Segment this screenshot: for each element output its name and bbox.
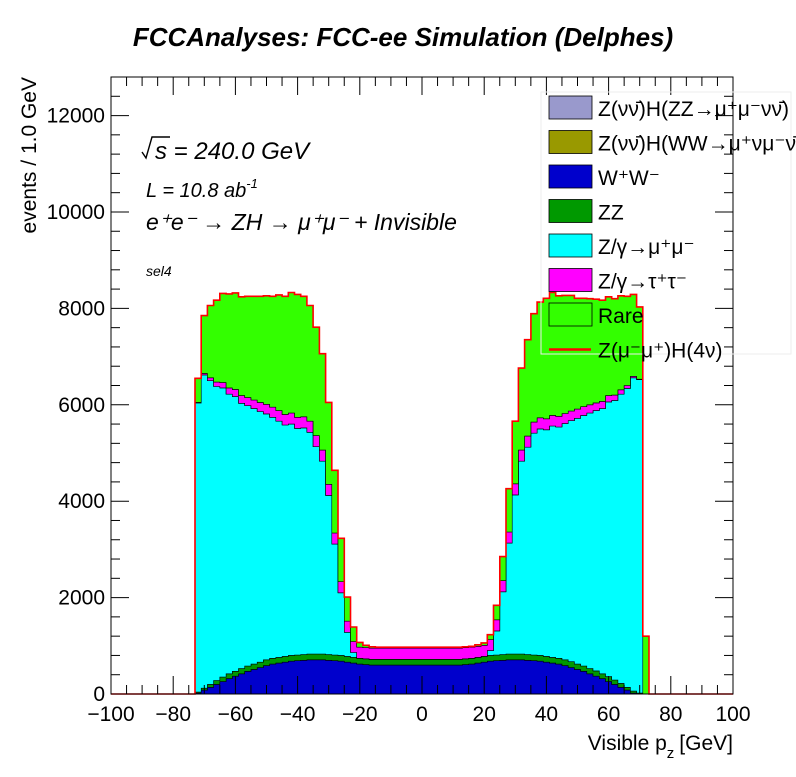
y-tick-label: 8000: [58, 297, 105, 320]
y-tick-label: 6000: [58, 394, 105, 417]
luminosity-label: L = 10.8 ab-1: [146, 176, 258, 202]
x-axis-label: Visible pz [GeV]: [588, 732, 733, 762]
y-axis-label: events / 1.0 GeV: [18, 77, 41, 233]
y-tick-label: 4000: [58, 490, 105, 513]
x-tick-label: 100: [715, 703, 750, 726]
chart-title: FCCAnalyses: FCC-ee Simulation (Delphes): [133, 22, 673, 52]
legend-label: W⁺W⁻: [598, 167, 660, 190]
legend-label: Z(νν̄)H(ZZ→μ⁺μ⁻νν̄): [598, 98, 789, 121]
x-tick-label: 20: [473, 703, 496, 726]
sqrt-symbol: [141, 136, 170, 160]
legend-swatch: [548, 130, 593, 154]
sqrt-s-value: s = 240.0 GeV: [155, 138, 311, 165]
legend-swatch: [548, 233, 593, 258]
x-axis-label-subscript: z: [667, 745, 675, 762]
x-axis-label-unit: [GeV]: [679, 732, 733, 755]
x-tick-label: −60: [218, 703, 254, 726]
sqrt-s-annotation: s = 240.0 GeV: [141, 136, 311, 165]
x-tick-label: −20: [342, 703, 378, 726]
legend-label: Z/γ→μ⁺μ⁻: [598, 236, 695, 259]
legend-label: Z(μ⁻μ⁺)H(4ν): [598, 340, 723, 363]
legend-label: Z(νν̄)H(WW→μ⁺νμ⁻ν̄): [598, 133, 796, 156]
series-line-signal: [111, 291, 733, 695]
y-tick-label: 0: [93, 683, 105, 706]
legend: Z(νν̄)H(ZZ→μ⁺μ⁻νν̄) Z(νν̄)H(WW→μ⁺νμ⁻ν̄) W⁺…: [540, 91, 796, 363]
legend-swatch: [548, 95, 593, 120]
x-tick-label: 80: [659, 703, 682, 726]
legend-swatch: [548, 164, 593, 189]
legend-swatch: [548, 302, 593, 327]
x-tick-label: 40: [535, 703, 558, 726]
x-tick-label: −100: [87, 703, 134, 726]
legend-label: ZZ: [598, 202, 624, 225]
selection-label: sel4: [146, 263, 172, 279]
legend-swatch: [548, 268, 593, 292]
axes: −100 −80 −60 −40 −20 0 20 40 60 80 100 0 2000 4000 600…: [47, 77, 751, 726]
x-tick-label: 0: [416, 703, 428, 726]
y-tick-label: 12000: [47, 105, 105, 128]
x-tick-label: 60: [597, 703, 620, 726]
y-tick-label: 2000: [58, 587, 105, 610]
x-tick-label: −80: [155, 703, 191, 726]
legend-swatch: [548, 199, 593, 223]
process-label: e⁺e⁻ → ZH → μ⁺μ⁻ + Invisible: [146, 209, 457, 235]
legend-frame: [540, 91, 792, 355]
legend-label: Rare: [598, 305, 644, 328]
legend-label: Z/γ→τ⁺τ⁻: [598, 271, 687, 294]
y-tick-label: 10000: [47, 201, 105, 224]
x-tick-label: −40: [280, 703, 316, 726]
luminosity-exponent: -1: [246, 176, 258, 191]
